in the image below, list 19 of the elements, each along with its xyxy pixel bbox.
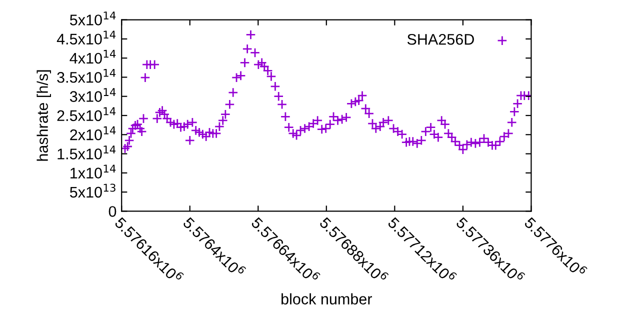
y-axis-title: hashrate [h/s] xyxy=(36,70,51,161)
x-axis-title: block number xyxy=(282,293,372,304)
y-tick-label: 2.5x10$^{14}$ xyxy=(57,107,116,122)
y-tick-label: 2x10$^{14}$ xyxy=(70,126,116,140)
y-tick-label: 5x10$^{14}$ xyxy=(70,12,116,26)
y-tick-label: 1.5x10$^{14}$ xyxy=(58,146,116,160)
x-tick-label: 5.57688x10$^{6}$ xyxy=(318,214,390,285)
x-tick-label: 5.5776x10$^{6}$ xyxy=(524,214,588,279)
y-tick-label: 0 xyxy=(108,206,116,217)
y-tick-label: 3.5x10$^{14}$ xyxy=(57,69,116,83)
x-tick-label: 5.57664x10$^{6}$ xyxy=(250,214,321,285)
x-tick-label: 5.57736x10$^{6}$ xyxy=(456,214,526,285)
legend-label: SHA256D xyxy=(407,34,474,45)
y-tick-label: 4.5x10$^{14}$ xyxy=(56,30,116,45)
y-tick-label: 5x10$^{13}$ xyxy=(70,184,116,198)
x-tick-label: 5.57712x10$^{6}$ xyxy=(387,214,458,285)
y-tick-label: 3x10$^{14}$ xyxy=(70,88,116,102)
y-tick-label: 4x10$^{14}$ xyxy=(70,50,116,64)
y-tick-label: 1x10$^{14}$ xyxy=(70,164,116,178)
